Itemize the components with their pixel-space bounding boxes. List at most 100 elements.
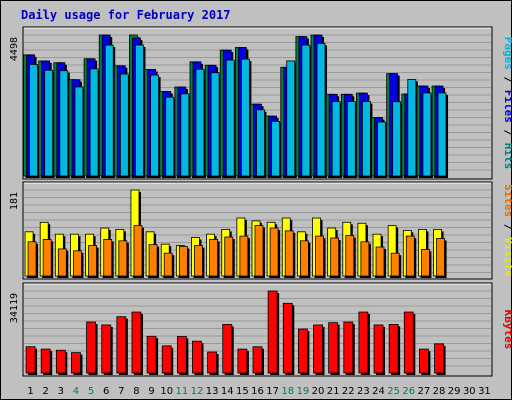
bar-kbytes-day-5 [86,321,96,374]
bar-sites-day-5 [88,245,97,277]
bar-sites-day-9 [148,244,158,277]
day-label: 12 [191,386,204,397]
day-label: 15 [236,386,249,397]
bar-kbytes-day-25 [388,324,399,374]
bar-sites-day-7 [118,240,128,277]
bar-sites-day-2 [42,239,52,277]
bar-kbytes-day-28 [434,343,444,374]
day-label: 2 [43,386,49,397]
bar-pages-day-10 [165,96,175,177]
bar-kbytes-day-1 [25,346,36,374]
bar-sites-day-28 [436,238,445,277]
bar-pages-day-8 [135,44,144,177]
bar-sites-day-11 [178,246,188,277]
bar-kbytes-day-3 [55,349,66,374]
bar-kbytes-day-8 [131,311,142,374]
day-label: 24 [372,386,385,397]
bar-pages-day-14 [225,59,235,177]
bar-pages-day-25 [392,101,402,177]
bar-kbytes-day-15 [237,348,248,374]
day-label: 28 [433,386,446,397]
bar-sites-day-4 [73,250,82,277]
day-label: 14 [221,386,234,397]
day-label: 21 [327,386,340,397]
bar-kbytes-day-23 [358,311,369,374]
day-label: 11 [175,386,188,397]
chart-title: Daily usage for February 2017 [21,8,231,22]
bar-kbytes-day-2 [40,348,51,374]
bar-pages-day-3 [59,70,69,177]
panel-hits-files-pages-legend: Pages / Files / Hits [502,37,512,170]
day-label: 6 [103,386,109,397]
bar-sites-day-10 [163,252,173,277]
day-label: 3 [58,386,64,397]
bar-pages-day-22 [346,101,356,177]
bar-sites-day-25 [390,252,400,277]
bar-pages-day-13 [210,72,220,177]
panel-kbytes-ymax-label: 34119 [9,293,20,323]
bar-kbytes-day-14 [222,324,233,374]
bar-pages-day-19 [301,44,311,177]
bar-pages-day-4 [74,86,84,177]
bar-pages-day-15 [240,58,250,177]
legend-entry: KBytes [502,310,512,350]
bar-pages-day-23 [362,101,371,177]
day-label: 1 [27,386,33,397]
day-label: 27 [418,386,431,397]
bar-pages-day-9 [150,74,159,177]
bar-sites-day-1 [27,241,37,277]
day-label: 30 [463,386,476,397]
bar-sites-day-27 [421,248,430,277]
bar-kbytes-day-24 [373,324,384,374]
bar-sites-day-22 [345,235,355,277]
panel-visits-sites-legend: Sites / Visits [502,184,512,277]
bar-pages-day-5 [89,68,99,177]
bar-kbytes-day-10 [161,345,172,374]
day-label: 25 [387,386,400,397]
legend-entry: Visits [502,237,512,277]
bar-pages-day-17 [271,120,281,177]
bar-pages-day-7 [119,73,129,177]
bar-pages-day-21 [331,101,341,177]
day-label: 20 [312,386,325,397]
day-label: 8 [133,386,139,397]
panel-kbytes-legend: KBytes [502,310,512,350]
bar-sites-day-20 [315,235,324,277]
day-label: 29 [448,386,461,397]
bar-pages-day-20 [316,43,326,177]
bar-pages-day-26 [407,79,417,177]
bar-sites-day-13 [209,239,219,277]
bar-sites-day-19 [299,240,309,277]
day-label: 9 [148,386,154,397]
day-label: 10 [160,386,173,397]
bar-kbytes-day-18 [282,302,293,374]
bar-kbytes-day-11 [176,336,187,374]
bar-sites-day-8 [133,225,143,277]
bar-kbytes-day-4 [71,352,81,374]
bar-kbytes-day-27 [419,348,429,374]
bar-sites-day-18 [284,230,294,277]
day-label: 4 [73,386,79,397]
bar-kbytes-day-26 [403,311,414,374]
day-label: 19 [297,386,310,397]
bar-sites-day-24 [375,246,385,277]
bar-kbytes-day-22 [343,321,354,374]
bar-kbytes-day-12 [192,340,202,374]
day-label: 18 [281,386,294,397]
bar-kbytes-day-19 [297,328,308,374]
bar-kbytes-day-7 [116,316,127,374]
bar-kbytes-day-6 [101,324,112,374]
bar-kbytes-day-17 [267,290,278,374]
day-label: 13 [206,386,219,397]
bar-pages-day-16 [256,109,265,177]
bar-pages-day-1 [29,64,38,177]
bar-sites-day-26 [405,235,415,277]
bar-sites-day-15 [239,235,249,277]
bar-pages-day-18 [286,60,296,177]
bar-sites-day-17 [269,227,279,277]
bar-pages-day-11 [180,93,190,177]
legend-entry: Files [502,90,512,123]
bar-kbytes-day-13 [207,351,218,374]
bar-sites-day-6 [103,239,113,277]
legend-entry: Sites [502,184,512,217]
